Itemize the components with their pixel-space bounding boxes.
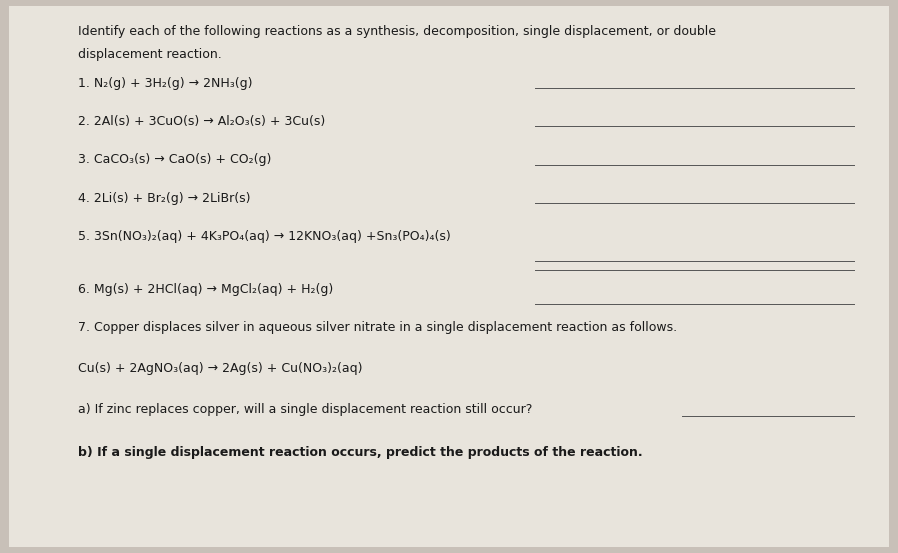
Text: 4. 2Li(s) + Br₂(g) → 2LiBr(s): 4. 2Li(s) + Br₂(g) → 2LiBr(s): [78, 192, 251, 205]
Text: 2. 2Al(s) + 3CuO(s) → Al₂O₃(s) + 3Cu(s): 2. 2Al(s) + 3CuO(s) → Al₂O₃(s) + 3Cu(s): [78, 115, 326, 128]
Text: Cu(s) + 2AgNO₃(aq) → 2Ag(s) + Cu(NO₃)₂(aq): Cu(s) + 2AgNO₃(aq) → 2Ag(s) + Cu(NO₃)₂(a…: [78, 362, 363, 375]
Text: Identify each of the following reactions as a synthesis, decomposition, single d: Identify each of the following reactions…: [78, 25, 717, 39]
Text: 1. N₂(g) + 3H₂(g) → 2NH₃(g): 1. N₂(g) + 3H₂(g) → 2NH₃(g): [78, 76, 253, 90]
Text: 6. Mg(s) + 2HCl(aq) → MgCl₂(aq) + H₂(g): 6. Mg(s) + 2HCl(aq) → MgCl₂(aq) + H₂(g): [78, 283, 333, 296]
Text: 5. 3Sn(NO₃)₂(aq) + 4K₃PO₄(aq) → 12KNO₃(aq) +Sn₃(PO₄)₄(s): 5. 3Sn(NO₃)₂(aq) + 4K₃PO₄(aq) → 12KNO₃(a…: [78, 230, 451, 243]
Text: 3. CaCO₃(s) → CaO(s) + CO₂(g): 3. CaCO₃(s) → CaO(s) + CO₂(g): [78, 153, 272, 166]
Text: 7. Copper displaces silver in aqueous silver nitrate in a single displacement re: 7. Copper displaces silver in aqueous si…: [78, 321, 677, 335]
Text: a) If zinc replaces copper, will a single displacement reaction still occur?: a) If zinc replaces copper, will a singl…: [78, 403, 533, 416]
Text: b) If a single displacement reaction occurs, predict the products of the reactio: b) If a single displacement reaction occ…: [78, 446, 643, 459]
Text: displacement reaction.: displacement reaction.: [78, 48, 222, 60]
